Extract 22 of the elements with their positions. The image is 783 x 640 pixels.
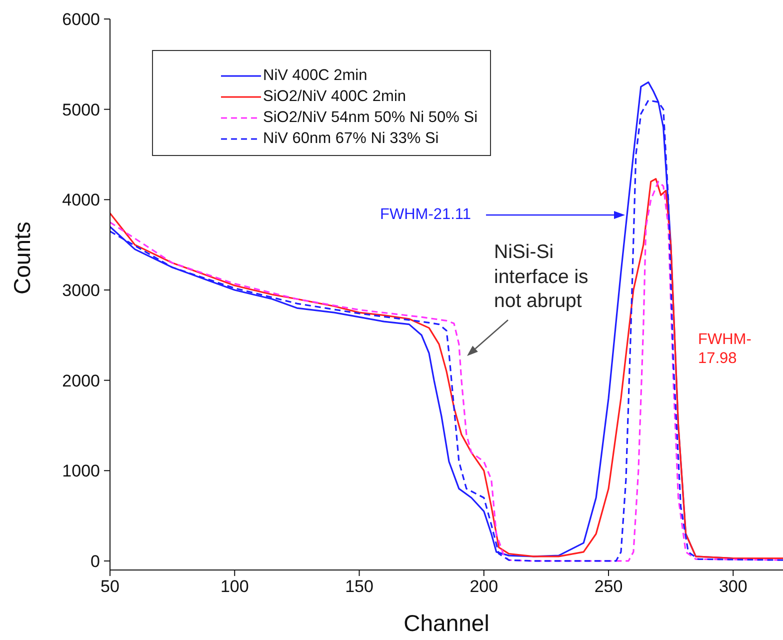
y-tick-label: 2000 [62, 371, 100, 390]
y-tick-label: 3000 [62, 281, 100, 300]
x-tick-label: 50 [100, 577, 120, 596]
y-tick-label: 1000 [62, 462, 100, 481]
x-tick-label: 300 [718, 577, 748, 596]
x-tick-label: 200 [470, 577, 498, 596]
legend-label: NiV 60nm 67% Ni 33% Si [263, 129, 440, 149]
x-tick-label: 100 [220, 577, 249, 596]
y-tick-label: 4000 [62, 190, 100, 210]
legend-label: SiO2/NiV 400C 2min [263, 87, 408, 107]
annotation: FWHM-17.98 [698, 330, 752, 368]
x-tick-label: 250 [594, 577, 623, 596]
x-tick-label: 150 [345, 577, 374, 596]
y-axis-title: Counts [9, 222, 36, 294]
legend-label: NiV 400C 2min [263, 66, 368, 86]
legend-label: SiO2/NiV 54nm 50% Ni 50% Si [263, 108, 478, 128]
annotation: FWHM-21.11 [380, 205, 472, 224]
y-tick-label: 5000 [62, 100, 100, 120]
y-tick-label: 6000 [62, 10, 100, 30]
y-tick-label: 0 [90, 552, 100, 571]
x-axis-title: Channel [404, 610, 490, 636]
annotation: NiSi-Si interface is not abrupt [494, 240, 588, 314]
